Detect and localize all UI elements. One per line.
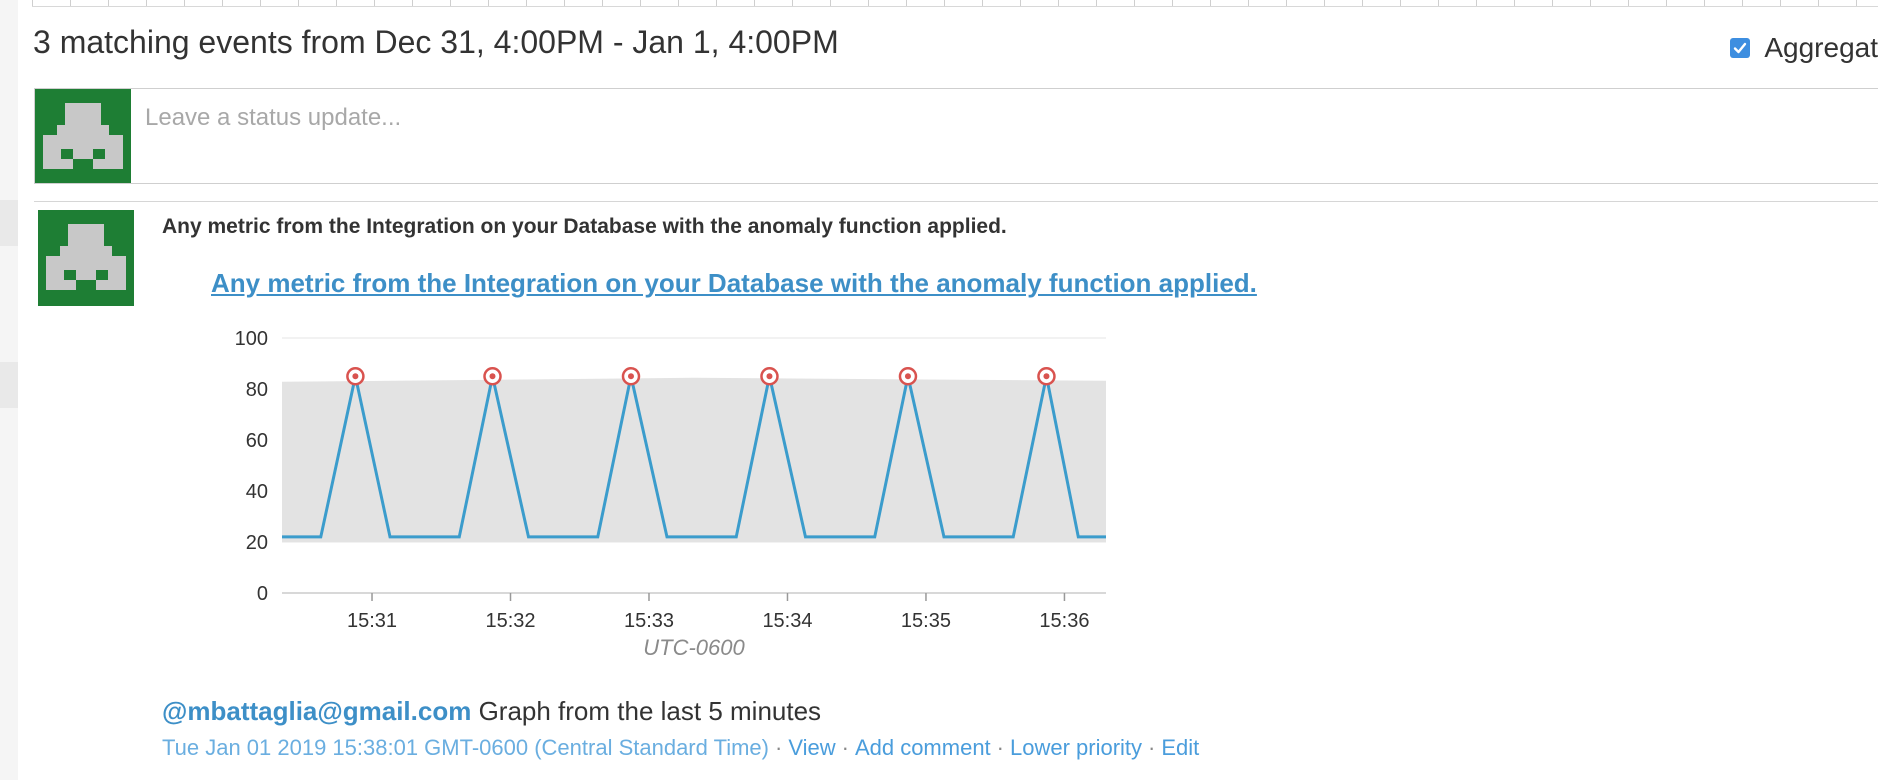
separator: · [774,735,783,760]
y-tick-label: 40 [246,481,268,503]
aggregate-checkbox[interactable] [1730,38,1751,58]
event-meta: Tue Jan 01 2019 15:38:01 GMT-0600 (Centr… [162,735,1199,761]
anomaly-marker-dot [489,373,496,380]
event-footer: @mbattaglia@gmail.com Graph from the las… [162,696,821,727]
event-title: Any metric from the Integration on your … [162,215,1007,238]
x-tick-label: 15:34 [762,610,812,632]
event-avatar [38,210,134,306]
timeline-ticks [32,0,1878,7]
left-rail [0,0,18,780]
y-axis: 0 20 40 60 80 100 [235,328,268,605]
left-rail-band [0,200,18,246]
anomaly-band [282,377,1106,542]
x-tick-label: 15:32 [485,610,535,632]
y-tick-label: 100 [235,328,268,350]
page-title: 3 matching events from Dec 31, 4:00PM - … [33,24,839,60]
x-tick-label: 15:36 [1039,610,1089,632]
left-rail-band [0,362,18,408]
status-update-box [34,88,1878,184]
x-tick-label: 15:33 [624,610,674,632]
anomaly-marker-dot [1043,373,1050,380]
view-link[interactable]: View [788,735,836,760]
event-monitor-link[interactable]: Any metric from the Integration on your … [211,268,1257,298]
mention-link[interactable]: @mbattaglia@gmail.com [162,696,472,726]
separator: · [1148,735,1156,760]
anomaly-marker-dot [627,373,634,380]
aggregate-toggle[interactable]: Aggregat [1730,32,1878,64]
lower-priority-link[interactable]: Lower priority [1010,735,1143,760]
add-comment-link[interactable]: Add comment [854,735,991,760]
avatar-identicon-icon [35,89,131,183]
separator: · [996,735,1004,760]
y-tick-label: 0 [257,583,268,605]
anomaly-markers [346,367,1056,386]
edit-link[interactable]: Edit [1161,735,1200,760]
anomaly-marker-dot [904,373,911,380]
check-icon [1734,42,1747,54]
user-avatar [35,89,131,183]
series-line [282,375,1106,539]
x-tick-label: 15:31 [347,610,397,632]
anomaly-marker-dot [766,373,773,380]
anomaly-chart: 0 20 40 60 80 100 15:31 15:32 15:33 15:34 15:35 15… [230,318,1110,663]
separator: · [841,735,849,760]
status-input[interactable] [143,103,1047,133]
event-timestamp: Tue Jan 01 2019 15:38:01 GMT-0600 (Centr… [162,735,769,760]
y-tick-label: 60 [246,430,268,452]
timezone-label: UTC-0600 [643,635,745,660]
aggregate-label: Aggregat [1764,32,1878,63]
x-tick-label: 15:35 [901,610,951,632]
section-divider [34,201,1878,202]
y-tick-label: 80 [246,379,268,401]
anomaly-marker-dot [352,373,359,380]
y-tick-label: 20 [246,532,268,554]
avatar-identicon-icon [38,210,134,306]
footer-text: Graph from the last 5 minutes [478,696,822,726]
x-axis: 15:31 15:32 15:33 15:34 15:35 15:36 [347,593,1089,632]
